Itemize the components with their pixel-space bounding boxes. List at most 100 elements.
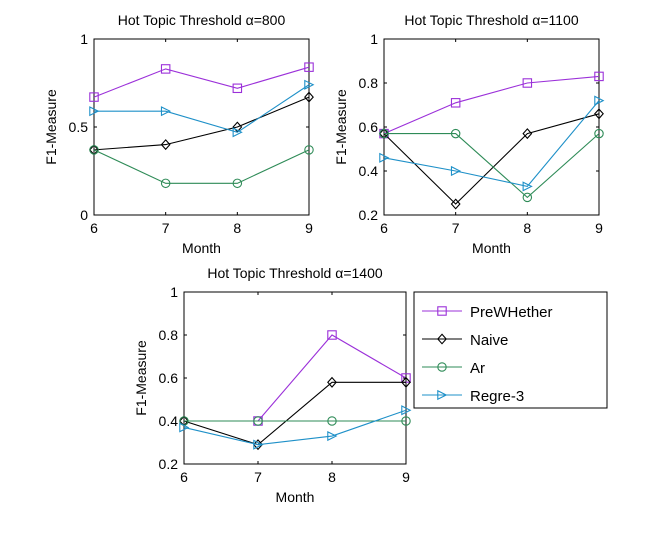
series-line-ar [384, 133, 600, 199]
data-point-prewhether [327, 330, 337, 340]
series-line-prewhether [383, 75, 600, 135]
y-tick-label: 0.2 [159, 456, 179, 472]
y-tick-label: 0.6 [159, 370, 179, 386]
chart-title: Hot Topic Threshold α=800 [118, 12, 286, 28]
series-line-regre-3 [94, 84, 310, 133]
data-point-regre-3 [379, 152, 390, 163]
legend-entry-ar: Ar [422, 360, 485, 377]
x-tick-label: 7 [452, 220, 460, 236]
data-point-naive [327, 376, 337, 388]
y-axis-label: F1-Measure [133, 340, 149, 416]
data-point-ar [450, 128, 461, 139]
y-tick-label: 0.8 [159, 327, 179, 343]
x-tick-label: 9 [305, 220, 313, 236]
legend-label: PreWHether [470, 304, 553, 321]
data-point-ar [401, 416, 411, 426]
data-point-naive [450, 198, 461, 210]
data-point-ar [304, 145, 314, 155]
data-point-prewhether [89, 92, 99, 102]
data-point-prewhether [304, 62, 314, 72]
chart-alpha-800: Hot Topic Threshold α=800 6 7 8 9 0 0.5 1 Month F… [43, 12, 315, 256]
series-ar [89, 145, 314, 189]
legend-marker [437, 362, 447, 372]
x-tick-label: 6 [380, 220, 388, 236]
data-point-naive [594, 108, 604, 120]
chart-alpha-1100: Hot Topic Threshold α=1100 6 7 8 9 0.2 0.4 0.6 0… [333, 12, 605, 256]
data-point-ar [89, 145, 99, 155]
data-point-ar [594, 128, 604, 139]
data-point-prewhether [594, 71, 604, 82]
data-point-regre-3 [89, 106, 100, 117]
x-axis-label: Month [182, 240, 221, 256]
y-tick-label: 0.2 [359, 207, 379, 223]
data-point-ar [327, 416, 337, 426]
legend-entry-regre-3: Regre-3 [422, 388, 524, 405]
y-tick-label: 0.4 [159, 413, 179, 429]
x-tick-label: 9 [595, 220, 603, 236]
y-tick-label: 1 [80, 31, 88, 47]
series-regre-3 [379, 95, 605, 192]
x-tick-label: 7 [162, 220, 170, 236]
y-tick-label: 0.6 [359, 119, 379, 135]
series-regre-3 [179, 405, 412, 450]
series-ar [379, 128, 604, 203]
legend-label: Ar [470, 360, 485, 377]
y-axis-label: F1-Measure [333, 89, 349, 165]
data-point-regre-3 [253, 439, 264, 450]
y-tick-label: 0.4 [359, 163, 379, 179]
data-point-ar [522, 192, 533, 203]
x-axis-label: Month [276, 489, 315, 505]
legend-marker [437, 389, 448, 401]
legend: PreWHether Naive Ar Regre-3 [413, 291, 608, 409]
x-tick-label: 6 [90, 220, 98, 236]
x-tick-label: 6 [180, 469, 188, 485]
data-point-naive [522, 128, 533, 140]
y-tick-label: 0.5 [69, 119, 89, 135]
data-point-naive [304, 91, 314, 103]
x-tick-label: 7 [254, 469, 262, 485]
data-point-prewhether [450, 98, 461, 108]
data-point-prewhether [232, 83, 243, 94]
data-point-ar [160, 178, 171, 189]
legend-label: Naive [470, 332, 508, 349]
x-axis-label: Month [472, 240, 511, 256]
x-tick-label: 8 [328, 469, 336, 485]
legend-label: Regre-3 [470, 388, 524, 405]
data-point-naive [160, 139, 171, 151]
data-point-regre-3 [160, 106, 172, 117]
plot-area [93, 38, 310, 216]
legend-marker [437, 306, 447, 316]
data-point-regre-3 [401, 405, 412, 416]
data-point-naive [253, 439, 263, 451]
y-axis-label: F1-Measure [43, 89, 59, 165]
data-point-regre-3 [304, 79, 315, 90]
data-point-ar [232, 178, 243, 189]
series-line-regre-3 [383, 100, 600, 188]
data-point-regre-3 [232, 127, 243, 138]
chart-title: Hot Topic Threshold α=1100 [404, 12, 578, 28]
data-point-regre-3 [594, 95, 605, 106]
x-tick-label: 8 [523, 220, 531, 236]
series-regre-3 [89, 79, 315, 138]
data-point-ar [253, 416, 263, 426]
y-tick-label: 1 [370, 31, 378, 47]
data-point-regre-3 [327, 430, 338, 442]
series-line-ar [93, 149, 310, 184]
plot-area [383, 38, 600, 216]
chart-alpha-1400: Hot Topic Threshold α=1400 6 7 8 9 0.2 0.4 0.6 0… [133, 265, 412, 505]
x-tick-label: 9 [402, 469, 410, 485]
data-point-regre-3 [179, 422, 190, 433]
y-tick-label: 0 [80, 207, 88, 223]
x-tick-label: 8 [233, 220, 241, 236]
data-point-regre-3 [522, 181, 533, 192]
series-line-naive [183, 381, 406, 446]
series-line-naive [93, 96, 310, 151]
legend-entry-prewhether: PreWHether [422, 304, 553, 321]
data-point-prewhether [160, 64, 171, 74]
series-line-prewhether [257, 334, 407, 422]
data-point-naive [401, 376, 411, 388]
legend-entry-naive: Naive [422, 332, 508, 349]
series-line-naive [383, 113, 600, 205]
data-point-regre-3 [450, 165, 462, 177]
